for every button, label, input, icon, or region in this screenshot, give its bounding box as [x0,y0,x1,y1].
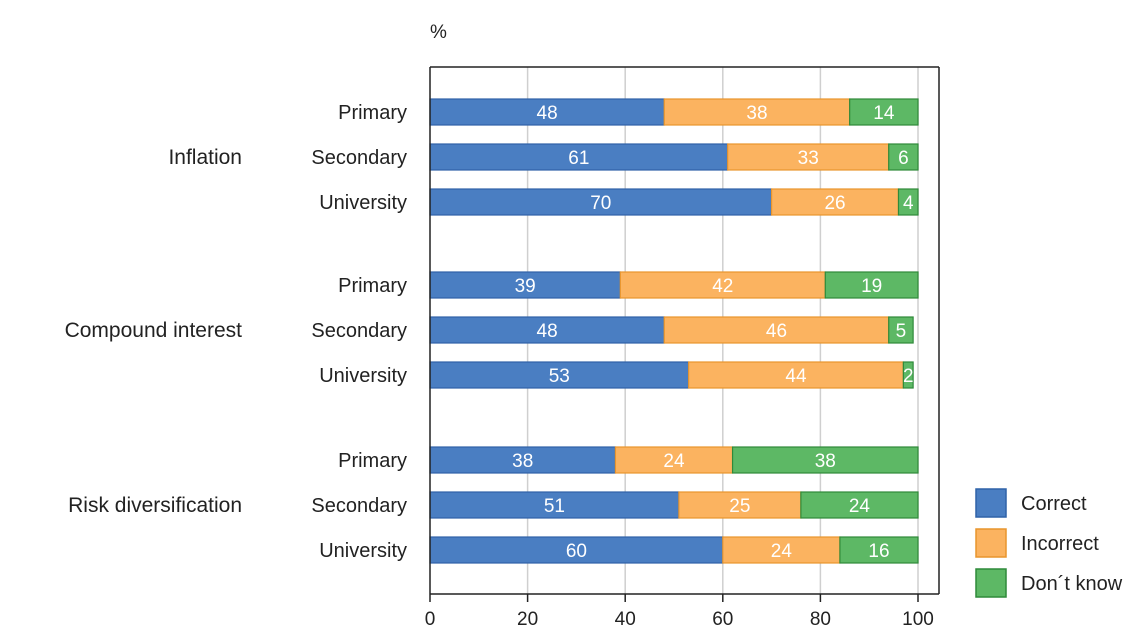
group-label: Inflation [168,146,242,169]
category-label: Primary [338,275,407,297]
bar-segment-correct [429,271,621,299]
data-label: 39 [515,276,536,297]
data-label: 24 [771,541,793,562]
data-label: 48 [537,321,558,342]
data-label: 16 [868,541,889,562]
x-tick-label: 60 [712,609,733,630]
data-label: 51 [544,496,565,517]
bar-segment-incorrect [663,98,851,126]
data-label: 26 [824,193,845,214]
axes [429,66,940,602]
data-label: 48 [537,103,558,124]
bar-segment-don-t-know [888,143,919,171]
category-label: Secondary [311,320,407,342]
bar-segment-correct [429,316,665,344]
data-label: 61 [568,148,589,169]
legend-swatch [975,568,1007,598]
data-label: 5 [896,321,907,342]
x-tick-label: 40 [615,609,636,630]
bar-segment-don-t-know [731,446,919,474]
x-tick-label: 100 [902,609,934,630]
bar-segment-correct [429,98,665,126]
bar-segment-correct [429,361,690,389]
bar-segment-incorrect [663,316,890,344]
category-label: Primary [338,450,407,472]
data-label: 2 [903,366,914,387]
group-labels: Inflation Compound interest Risk diversifi… [65,146,243,517]
legend-label: Correct [1021,493,1087,515]
x-tick-label: 80 [810,609,831,630]
bar-segment-don-t-know [839,536,919,564]
legend-swatch [975,528,1007,558]
bar-segment-incorrect [614,446,734,474]
category-label: University [319,192,407,214]
data-label: 53 [549,366,570,387]
bar-segment-correct [429,188,773,216]
category-label: Secondary [311,147,407,169]
data-label: 44 [785,366,807,387]
bars [429,98,919,564]
data-label: 6 [898,148,909,169]
group-label: Risk diversification [68,494,242,517]
bar-segment-incorrect [722,536,841,564]
category-label: University [319,365,407,387]
bar-segment-don-t-know [897,188,919,216]
bar-segment-don-t-know [849,98,919,126]
data-label: 19 [861,276,882,297]
data-label: 38 [512,451,533,472]
value-labels: 48 38 14 61 33 6 70 26 4 39 42 19 48 46 5 53 44 2 38 24 38 51… [512,103,914,562]
data-label: 14 [873,103,895,124]
bar-segment-incorrect [678,491,802,519]
bar-segment-don-t-know [800,491,919,519]
bar-segment-correct [429,446,617,474]
bar-segment-don-t-know [824,271,919,299]
x-tick-label: 0 [425,609,436,630]
legend-label: Incorrect [1021,533,1099,555]
y-axis-unit-label: % [430,22,447,43]
legend-label: Don´t know [1021,573,1123,595]
data-label: 4 [903,193,914,214]
data-label: 25 [729,496,750,517]
bar-segment-incorrect [688,361,904,389]
category-label: Primary [338,102,407,124]
bar-segment-incorrect [727,143,890,171]
x-tick-label: 20 [517,609,538,630]
data-label: 38 [815,451,836,472]
bar-segment-don-t-know [888,316,914,344]
x-tick-labels: 0 20 40 60 80 100 [425,609,934,630]
group-label: Compound interest [65,319,243,342]
data-label: 46 [766,321,787,342]
data-label: 24 [663,451,685,472]
data-label: 42 [712,276,733,297]
bar-segment-don-t-know [902,361,914,389]
data-label: 24 [849,496,871,517]
data-label: 38 [746,103,767,124]
category-labels: Primary Secondary University Primary Seconda… [311,102,407,562]
data-label: 33 [798,148,819,169]
legend-swatch [975,488,1007,518]
data-label: 60 [566,541,587,562]
legend: Correct Incorrect Don´t know [975,488,1123,598]
data-label: 70 [590,193,611,214]
category-label: Secondary [311,495,407,517]
category-label: University [319,540,407,562]
